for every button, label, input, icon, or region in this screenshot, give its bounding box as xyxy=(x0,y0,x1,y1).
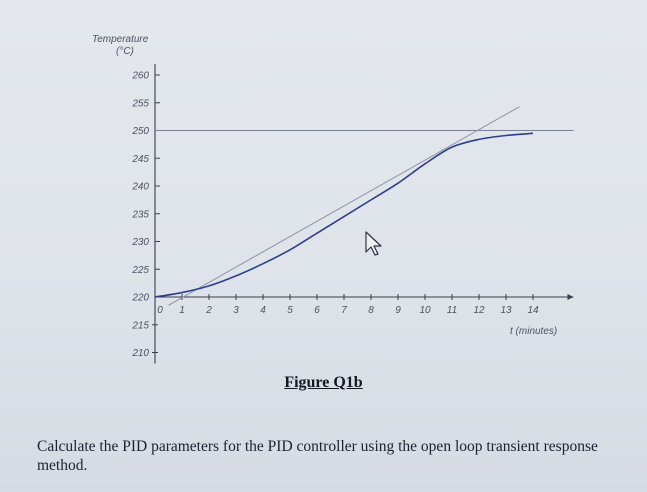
x-tick-label: 0 xyxy=(157,305,163,316)
x-tick-label: 6 xyxy=(314,305,320,316)
x-tick-label: 10 xyxy=(419,305,431,316)
response-curve xyxy=(154,132,534,298)
x-axis-arrow xyxy=(567,294,574,300)
y-tick-label: 255 xyxy=(131,98,149,109)
x-tick-label: 3 xyxy=(233,305,239,316)
y-axis-label: Temperature (°C) xyxy=(92,34,149,57)
figure-caption: Figure Q1b xyxy=(284,374,363,391)
x-tick-label: 9 xyxy=(395,305,401,316)
y-tick-label: 220 xyxy=(131,293,149,304)
x-tick-label: 13 xyxy=(500,305,512,316)
y-tick-label: 225 xyxy=(131,265,149,276)
y-tick-label: 235 xyxy=(131,209,149,220)
x-tick-label: 11 xyxy=(447,305,457,316)
x-axis: 0 1 2 3 4 5 6 7 8 9 10 11 12 13 14 xyxy=(154,294,574,316)
x-axis-label: t (minutes) xyxy=(510,326,557,337)
x-tick-label: 5 xyxy=(287,305,293,316)
y-axis: 210 215 220 225 230 235 240 245 250 255 260 xyxy=(131,63,160,364)
y-tick-label: 210 xyxy=(131,348,149,359)
y-tick-label: 240 xyxy=(131,182,149,193)
cursor-shape xyxy=(365,231,382,256)
x-tick-label: 12 xyxy=(473,305,485,316)
question-text: Calculate the PID parameters for the PID… xyxy=(37,438,598,474)
mouse-pointer-icon xyxy=(365,231,382,256)
x-tick-label: 8 xyxy=(368,305,374,316)
reference-lines xyxy=(155,106,574,306)
y-tick-label: 245 xyxy=(131,154,149,165)
series-group xyxy=(154,132,534,298)
x-tick-label: 1 xyxy=(179,305,185,316)
y-tick-label: 230 xyxy=(131,237,149,248)
y-tick-label: 250 xyxy=(131,126,149,137)
tangent-line xyxy=(168,106,520,306)
x-tick-label: 7 xyxy=(341,305,347,316)
y-tick-label: 260 xyxy=(131,71,149,82)
x-tick-label: 2 xyxy=(205,305,212,316)
y-tick-label: 215 xyxy=(131,320,149,331)
x-tick-label: 4 xyxy=(260,305,266,316)
x-tick-label: 14 xyxy=(527,305,539,316)
